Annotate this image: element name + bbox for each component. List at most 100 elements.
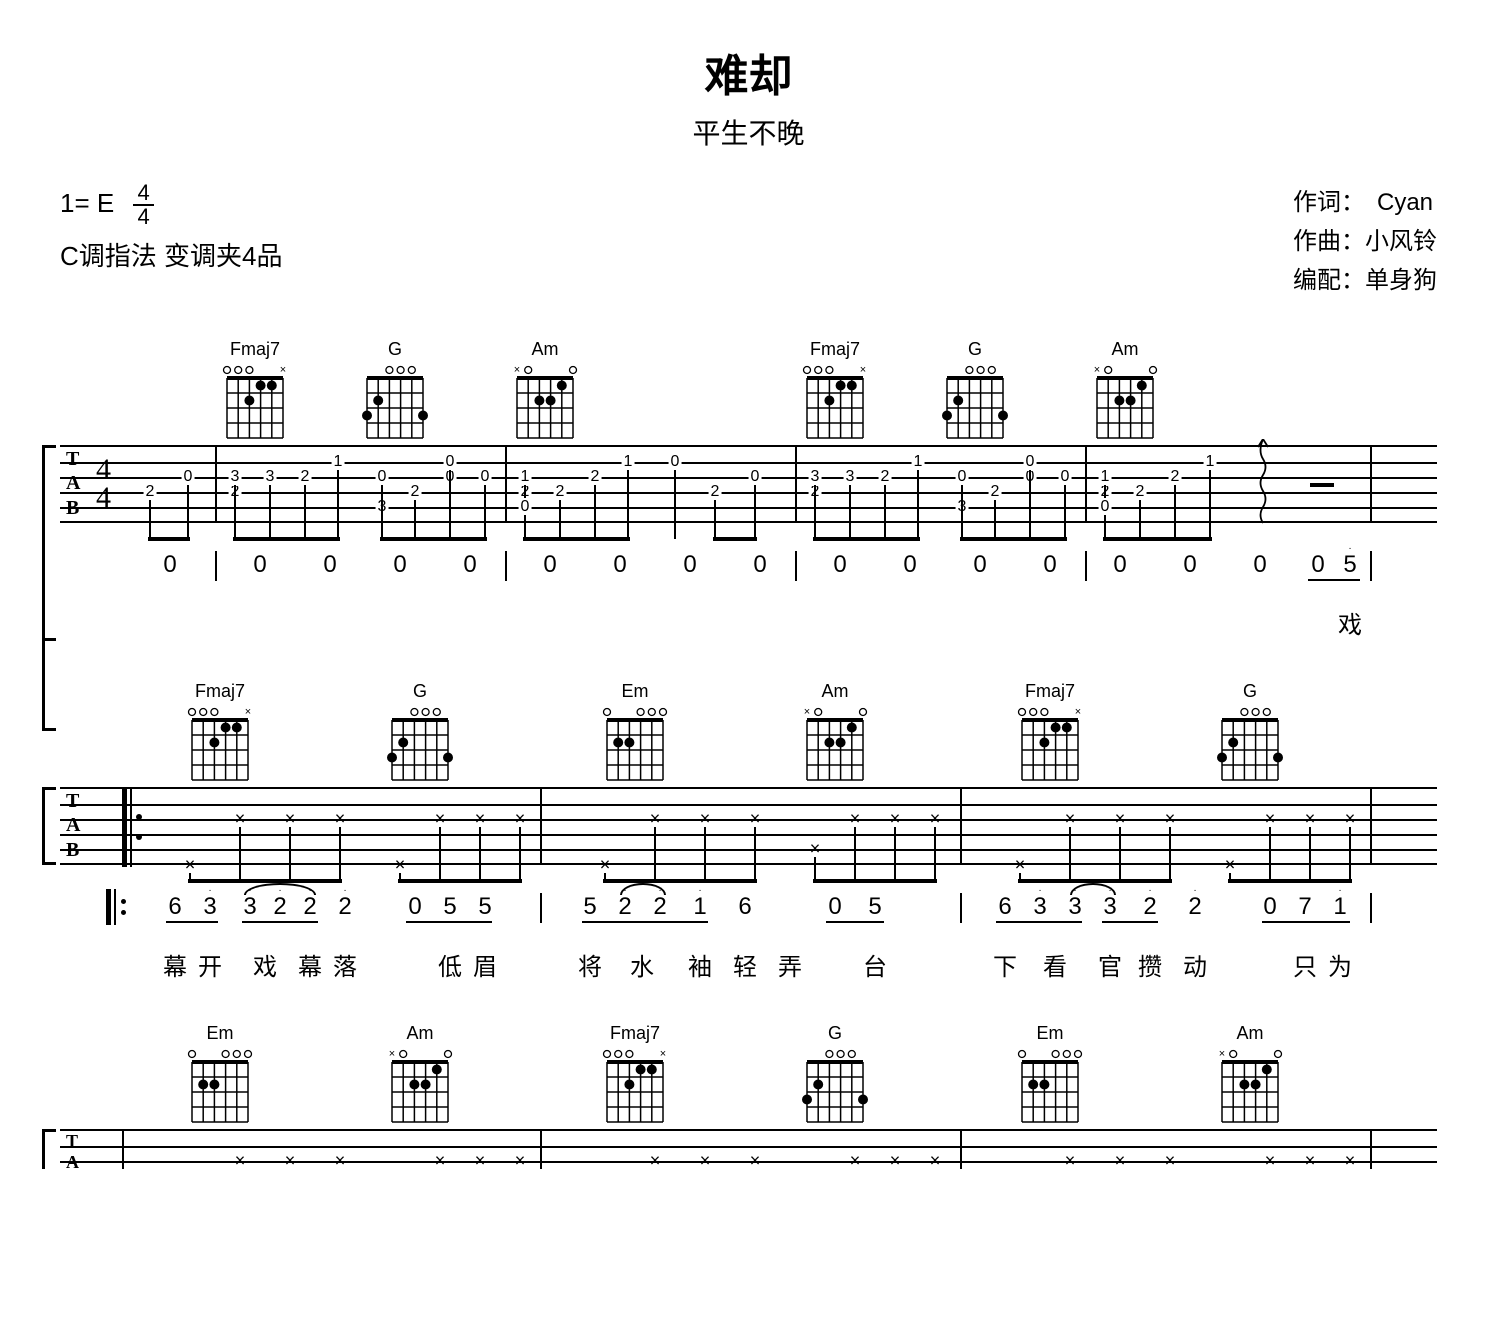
lyric-syllable: 弄 xyxy=(778,947,802,982)
lyric-syllable: 轻 xyxy=(733,947,757,982)
chord-diagram: Em xyxy=(601,681,669,789)
chord-diagram: Am× xyxy=(511,339,579,447)
jianpu-note: 0 xyxy=(253,551,266,579)
jianpu-note: 1· xyxy=(693,893,706,921)
jianpu-note: 0 xyxy=(828,893,841,921)
jianpu-note: 0 xyxy=(903,551,916,579)
jianpu-note: 0 xyxy=(163,551,176,579)
tab-staff-3: TA ×××××××××××××××××× xyxy=(60,1129,1437,1169)
jianpu-note: 5 xyxy=(583,893,596,921)
lyric-syllable: 水 xyxy=(630,947,654,982)
lyric-syllable: 下 xyxy=(993,947,1017,982)
system-2: Fmaj7×GEmAm×Fmaj7×G TAB ××××××××××××××××… xyxy=(60,681,1437,983)
jianpu-note: 6 xyxy=(738,893,751,921)
lyric-syllable: 动 xyxy=(1183,947,1207,982)
tab-fret: 1 xyxy=(912,453,925,471)
tab-fret: 0 xyxy=(1059,468,1072,486)
barline xyxy=(505,445,507,523)
jianpu-note: 0 xyxy=(753,551,766,579)
chord-diagram: Fmaj7× xyxy=(186,681,254,789)
tab-fret: 2 xyxy=(879,468,892,486)
jianpu-note: 7 xyxy=(1298,893,1311,921)
jianpu-note: 6 xyxy=(168,893,181,921)
chord-diagram: Am× xyxy=(1091,339,1159,447)
jianpu-note: 2· xyxy=(653,893,666,921)
tab-fret: 2 xyxy=(554,483,567,501)
svg-text:×: × xyxy=(660,1048,666,1060)
tab-fret: 1 xyxy=(622,453,635,471)
jianpu-note: 0 xyxy=(463,551,476,579)
jianpu-note: 5 xyxy=(478,893,491,921)
jianpu-note: 0 xyxy=(1183,551,1196,579)
tab-fret: 3 xyxy=(264,468,277,486)
tab-fret: 2 xyxy=(589,468,602,486)
lyric-syllable: 眉 xyxy=(473,947,497,982)
lyric-syllable: 幕 xyxy=(163,947,187,982)
lyric-syllable: 攒 xyxy=(1138,947,1162,982)
chord-diagram: Em xyxy=(186,1023,254,1131)
svg-text:×: × xyxy=(860,364,866,376)
lyric-syllable: 看 xyxy=(1043,947,1067,982)
system-3: EmAm×Fmaj7×GEmAm× TA ×××××××××××××××××× xyxy=(60,1023,1437,1169)
svg-text:×: × xyxy=(804,706,810,718)
lyric-syllable: 幕 xyxy=(298,947,322,982)
jianpu-note: 0 xyxy=(1043,551,1056,579)
svg-text:×: × xyxy=(1075,706,1081,718)
chord-diagram: G xyxy=(386,681,454,789)
tab-fret: 0 xyxy=(669,453,682,471)
jianpu-note: 0 xyxy=(543,551,556,579)
chord-diagram: G xyxy=(801,1023,869,1131)
system-1: Fmaj7×GAm×Fmaj7×GAm× TAB 44 202332130200… xyxy=(60,339,1437,641)
barline xyxy=(1085,445,1087,523)
repeat-start xyxy=(122,787,142,867)
svg-text:×: × xyxy=(245,706,251,718)
jianpu-note: 1· xyxy=(1333,893,1346,921)
jianpu-note: 0 xyxy=(393,551,406,579)
tab-fret: 3 xyxy=(809,468,822,486)
jianpu-row-2: 63·3·2·2·2·05552·2·1·60563·3·3·2·2·071· xyxy=(60,893,1437,943)
tab-fret: 2 xyxy=(1134,483,1147,501)
jianpu-note: 3· xyxy=(1033,893,1046,921)
chord-diagram: G xyxy=(941,339,1009,447)
jianpu-note: 0 xyxy=(1113,551,1126,579)
barline xyxy=(215,445,217,523)
chord-diagram: Am× xyxy=(801,681,869,789)
lyric-syllable: 开 xyxy=(198,947,222,982)
lyric-syllable: 袖 xyxy=(688,947,712,982)
jianpu-repeat-start xyxy=(106,889,126,925)
jianpu-note: 2· xyxy=(273,893,286,921)
jianpu-note: 0 xyxy=(408,893,421,921)
lyric-syllable: 台 xyxy=(863,947,887,982)
tab-fret: 0 xyxy=(749,468,762,486)
chord-diagram: Fmaj7× xyxy=(601,1023,669,1131)
chord-diagram: G xyxy=(361,339,429,447)
jianpu-note: 0 xyxy=(1263,893,1276,921)
tab-fret: 3 xyxy=(844,468,857,486)
tab-fret: 0 xyxy=(444,453,457,471)
jianpu-note: 0 xyxy=(1253,551,1266,579)
composer: 小风铃 xyxy=(1365,228,1437,255)
tab-fret: 3 xyxy=(229,468,242,486)
jianpu-note: 2· xyxy=(1188,893,1201,921)
arranger: 单身狗 xyxy=(1365,267,1437,294)
jianpu-note: 2· xyxy=(1143,893,1156,921)
jianpu-note: 0 xyxy=(613,551,626,579)
jianpu-note: 3· xyxy=(1068,893,1081,921)
key-label: 1= E xyxy=(60,188,114,218)
lyric-syllable: 低 xyxy=(438,947,462,982)
tab-fret: 0 xyxy=(479,468,492,486)
svg-text:×: × xyxy=(1219,1048,1225,1060)
lyric-syllable: 落 xyxy=(333,947,357,982)
barline xyxy=(795,445,797,523)
lyric-syllable: 只 xyxy=(1293,947,1317,982)
chord-diagram: G xyxy=(1216,681,1284,789)
barline xyxy=(1370,445,1372,523)
time-signature: 4 4 xyxy=(133,182,153,228)
jianpu-note: 0 xyxy=(323,551,336,579)
composer-label: 作曲： xyxy=(1293,228,1365,255)
jianpu-row-1: 000000000000000005· xyxy=(60,551,1437,601)
chord-diagram: Fmaj7× xyxy=(1016,681,1084,789)
tab-fret: 0 xyxy=(1024,453,1037,471)
lyric-syllable: 为 xyxy=(1328,947,1352,982)
svg-text:×: × xyxy=(389,1048,395,1060)
